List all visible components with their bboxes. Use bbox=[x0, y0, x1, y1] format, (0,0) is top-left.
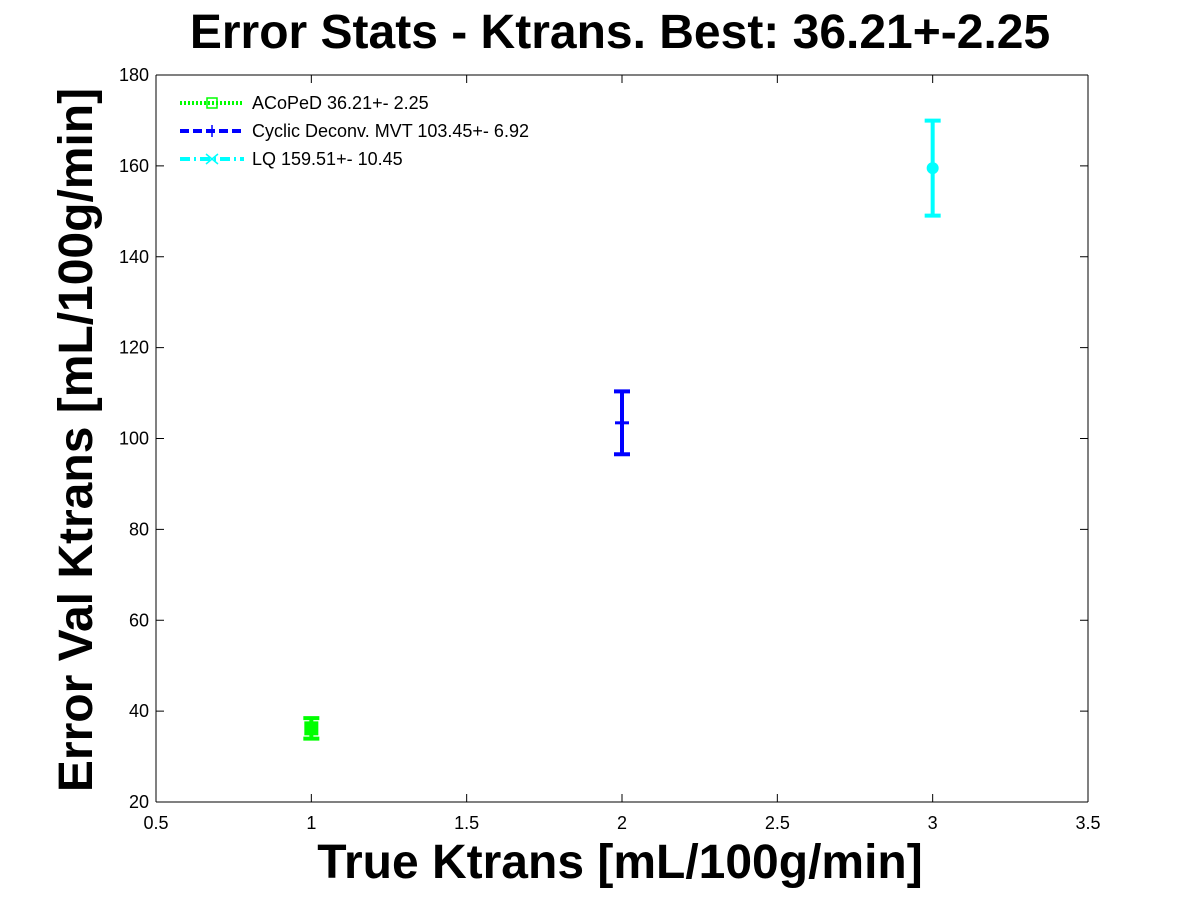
x-tick-label: 3.5 bbox=[1075, 813, 1100, 833]
legend-label: ACoPeD 36.21+- 2.25 bbox=[252, 93, 429, 113]
y-axis-label: Error Val Ktrans [mL/100g/min] bbox=[50, 88, 103, 792]
y-tick-label: 140 bbox=[119, 247, 149, 267]
x-tick-label: 2.5 bbox=[765, 813, 790, 833]
legend-label: LQ 159.51+- 10.45 bbox=[252, 149, 403, 169]
x-tick-label: 1 bbox=[306, 813, 316, 833]
legend-item: Cyclic Deconv. MVT 103.45+- 6.92 bbox=[180, 121, 529, 141]
data-point bbox=[926, 162, 939, 175]
data-series bbox=[303, 118, 941, 741]
legend-square-marker bbox=[206, 97, 218, 109]
y-tick-label: 100 bbox=[119, 429, 149, 449]
chart-title: Error Stats - Ktrans. Best: 36.21+-2.25 bbox=[190, 6, 1050, 59]
legend-star-marker bbox=[205, 153, 219, 165]
x-tick-label: 3 bbox=[928, 813, 938, 833]
series-2 bbox=[614, 389, 630, 457]
legend-label: Cyclic Deconv. MVT 103.45+- 6.92 bbox=[252, 121, 529, 141]
data-point bbox=[304, 721, 319, 736]
y-tick-label: 80 bbox=[129, 519, 149, 539]
x-tick-label: 2 bbox=[617, 813, 627, 833]
x-tick-label: 1.5 bbox=[454, 813, 479, 833]
y-tick-label: 60 bbox=[129, 610, 149, 630]
x-axis-ticks: 0.5 1 1.5 2 2.5 3 3.5 bbox=[143, 75, 1101, 833]
y-tick-label: 20 bbox=[129, 792, 149, 812]
legend-item: ACoPeD 36.21+- 2.25 bbox=[180, 93, 429, 113]
series-1 bbox=[303, 716, 320, 741]
series-3 bbox=[924, 118, 941, 218]
legend-item: LQ 159.51+- 10.45 bbox=[180, 149, 403, 169]
y-tick-label: 160 bbox=[119, 156, 149, 176]
legend: ACoPeD 36.21+- 2.25 Cyclic Deconv. MVT 10… bbox=[180, 93, 529, 169]
x-tick-label: 0.5 bbox=[143, 813, 168, 833]
x-axis-label: True Ktrans [mL/100g/min] bbox=[317, 836, 922, 889]
y-tick-label: 120 bbox=[119, 338, 149, 358]
y-tick-label: 40 bbox=[129, 701, 149, 721]
y-tick-label: 180 bbox=[119, 65, 149, 85]
y-axis-ticks: 20 40 60 80 100 120 140 160 180 bbox=[119, 65, 1088, 812]
